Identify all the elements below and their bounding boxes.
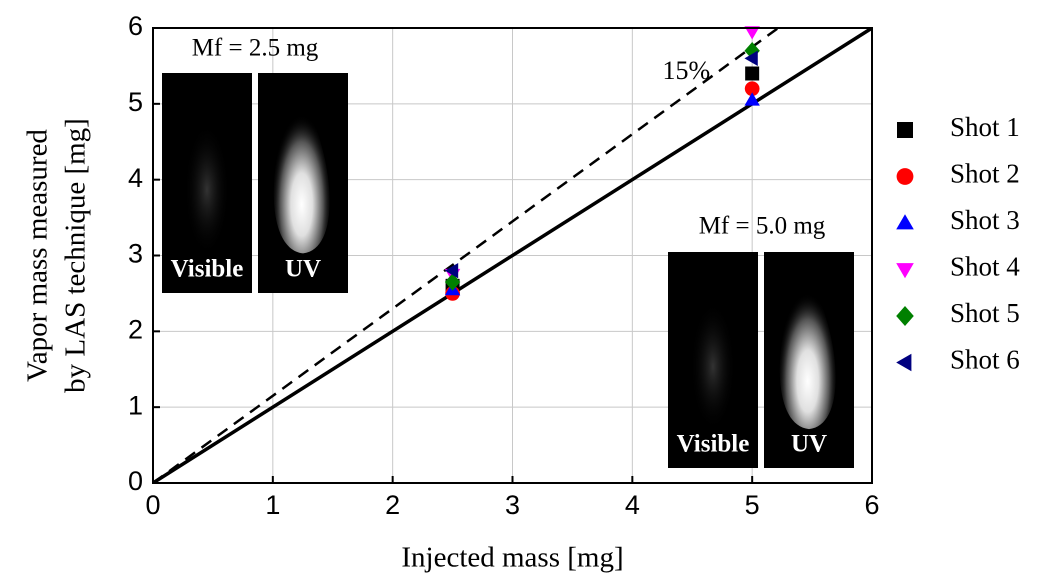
plot-frame (152, 27, 873, 484)
marker (744, 81, 760, 97)
reference-label: 15% (663, 56, 711, 85)
y-axis-label: by LAS technique [mg] (60, 118, 92, 393)
legend-label: Shot 1 (950, 112, 1020, 142)
legend-label: Shot 4 (950, 252, 1020, 282)
inset-title: Mf = 2.5 mg (192, 35, 319, 62)
x-tick-label: 4 (625, 490, 640, 520)
y-axis-label: Vapor mass measured (22, 129, 54, 382)
x-tick-label: 2 (385, 490, 400, 520)
legend-label: Shot 3 (950, 205, 1020, 235)
inset-label: Visible (677, 431, 750, 458)
inset-glow (273, 90, 330, 254)
y-tick-label: 4 (128, 163, 143, 193)
marker (744, 92, 760, 106)
marker (896, 263, 914, 279)
legend-label: Shot 5 (950, 298, 1020, 328)
marker (744, 26, 760, 40)
y-tick-label: 6 (128, 11, 143, 41)
inset-glow (690, 295, 736, 425)
y-tick-label: 0 (128, 466, 143, 496)
inset-glow (779, 269, 836, 430)
marker (444, 273, 461, 291)
legend-label: Shot 2 (950, 159, 1020, 189)
x-tick-label: 3 (505, 490, 520, 520)
inset-glow (184, 117, 230, 249)
x-axis-label: Injected mass [mg] (401, 542, 623, 574)
x-tick-label: 5 (745, 490, 760, 520)
marker (896, 306, 914, 326)
y-tick-label: 3 (128, 239, 143, 269)
inset-label: UV (791, 431, 827, 458)
marker (896, 353, 912, 372)
inset-title: Mf = 5.0 mg (699, 213, 826, 240)
inset-label: Visible (171, 256, 244, 283)
x-tick-label: 1 (265, 490, 280, 520)
y-tick-label: 1 (128, 390, 143, 420)
y-tick-label: 5 (128, 87, 143, 117)
y-tick-label: 2 (128, 314, 143, 344)
marker (444, 262, 459, 279)
marker (745, 66, 760, 81)
marker (896, 214, 914, 230)
marker (897, 122, 913, 138)
marker (744, 50, 758, 67)
inset-label: UV (285, 256, 321, 283)
x-tick-label: 6 (864, 490, 879, 520)
x-tick-label: 0 (145, 490, 160, 520)
legend-label: Shot 6 (950, 345, 1020, 375)
marker (896, 168, 914, 185)
